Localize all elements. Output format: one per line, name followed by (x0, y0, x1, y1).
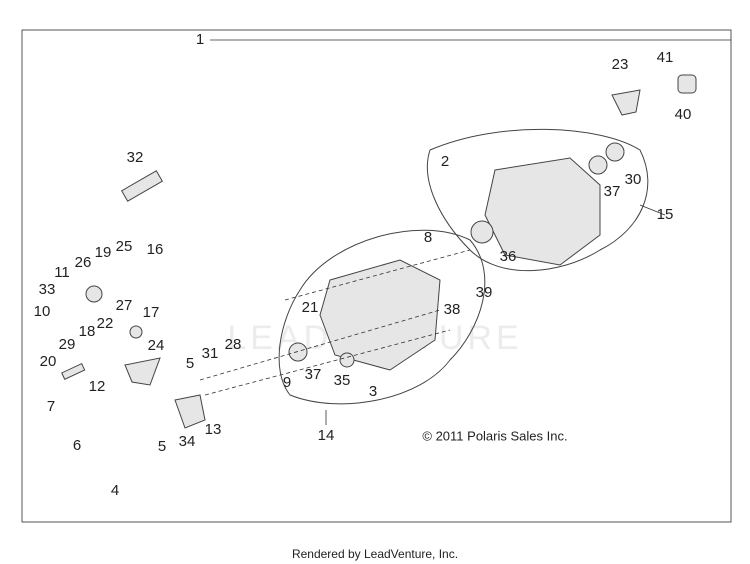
callout-number: 10 (34, 303, 51, 320)
callout-number: 2 (441, 153, 449, 170)
gear (129, 325, 143, 339)
housing (484, 157, 601, 266)
callout-number: 16 (147, 241, 164, 258)
callout-number: 7 (47, 398, 55, 415)
callout-number: 37 (305, 366, 322, 383)
callout-number: 39 (476, 284, 493, 301)
spring (61, 362, 86, 380)
callout-number: 9 (283, 374, 291, 391)
callout-number: 19 (95, 244, 112, 261)
callout-number: 6 (73, 437, 81, 454)
callout-number: 36 (500, 248, 517, 265)
actuator (174, 394, 206, 429)
callout-number: 15 (657, 206, 674, 223)
bracket (611, 89, 641, 116)
callout-number: 40 (675, 106, 692, 123)
washer (339, 352, 355, 368)
callout-number: 21 (302, 299, 319, 316)
callout-number: 38 (444, 301, 461, 318)
callout-number: 20 (40, 353, 57, 370)
callout-number: 37 (604, 183, 621, 200)
callout-number: 5 (186, 355, 194, 372)
shaft (120, 170, 164, 202)
housing-outline (278, 229, 486, 405)
callout-number: 35 (334, 372, 351, 389)
callout-number: 11 (54, 264, 70, 281)
callout-number: 8 (424, 229, 432, 246)
cap (677, 74, 697, 94)
callout-number: 23 (612, 56, 629, 73)
callout-number: 26 (75, 254, 92, 271)
callout-number: 27 (116, 297, 133, 314)
callout-number: 1 (196, 31, 204, 48)
bearing (605, 142, 625, 162)
gear (85, 285, 103, 303)
callout-number: 12 (89, 378, 106, 395)
leader (199, 249, 471, 396)
frame (21, 29, 732, 523)
callout-number: 14 (318, 427, 335, 444)
callout-number: 13 (205, 421, 222, 438)
callout-number: 34 (179, 433, 196, 450)
housing (319, 259, 441, 371)
callout-number: 29 (59, 336, 76, 353)
callout-number: 18 (79, 323, 96, 340)
callout-number: 31 (202, 345, 219, 362)
plate (124, 357, 161, 386)
callout-number: 32 (127, 149, 144, 166)
footer: Rendered by LeadVenture, Inc. (292, 547, 458, 561)
callout-number: 30 (625, 171, 642, 188)
copyright: © 2011 Polaris Sales Inc. (422, 428, 567, 443)
callout-number: 24 (148, 337, 165, 354)
callout-number: 5 (158, 438, 166, 455)
callout-number: 3 (369, 383, 377, 400)
callout-number: 41 (657, 49, 674, 66)
seal (288, 342, 308, 362)
callout-number: 22 (97, 315, 114, 332)
callout-number: 33 (39, 281, 56, 298)
seal (588, 155, 608, 175)
callout-number: 4 (111, 482, 119, 499)
seal (470, 220, 494, 244)
callout-number: 28 (225, 336, 242, 353)
callout-number: 17 (143, 304, 160, 321)
callout-number: 25 (116, 238, 133, 255)
leader (639, 204, 666, 216)
housing-outline (426, 128, 649, 272)
